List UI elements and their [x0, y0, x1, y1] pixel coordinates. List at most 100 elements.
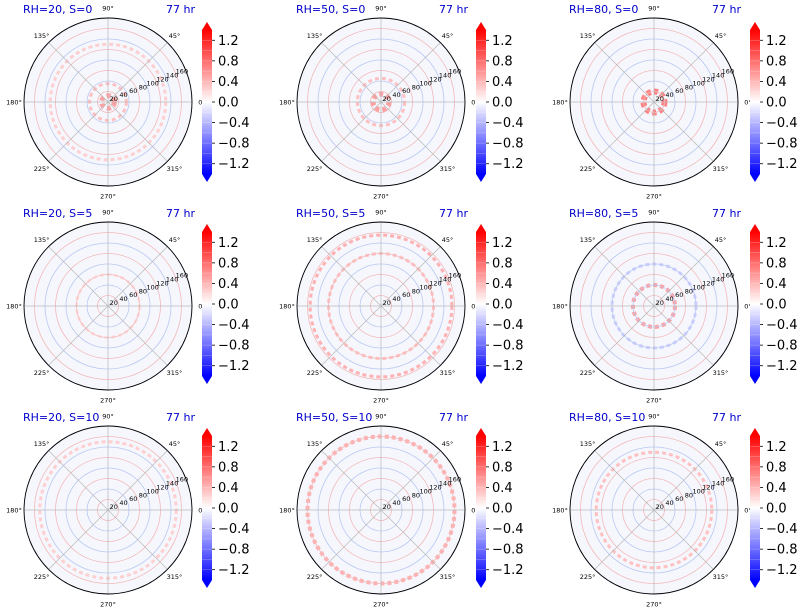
colorbar-extend-bottom [476, 580, 486, 588]
radial-tick-label: 40 [665, 295, 673, 303]
radial-tick-label: 140 [166, 71, 178, 79]
radial-tick-label: 120 [429, 75, 441, 83]
colorbar-tick-label: −0.4 [218, 116, 250, 131]
radial-tick-label: 160 [449, 68, 461, 76]
colorbar-body [476, 232, 486, 376]
panel-time-label: 77 hr [439, 207, 468, 220]
angular-grid-line [321, 101, 382, 162]
angle-tick-label: 315° [713, 573, 729, 581]
radial-tick-label: 40 [392, 91, 400, 99]
polar-outline [296, 425, 466, 595]
colorbar-tick-label: −0.8 [492, 543, 524, 558]
angle-tick-label: 225° [580, 573, 596, 581]
radial-tick-label: 20 [383, 95, 391, 103]
colorbar-tick-label: −0.4 [492, 116, 524, 131]
angular-grid-line [48, 246, 109, 307]
colorbar-extend-top [202, 22, 212, 30]
polar-outline [296, 221, 466, 391]
colorbar-tick-label: 0.4 [218, 75, 239, 90]
radial-tick-label: 60 [402, 87, 410, 95]
angle-tick-label: 315° [440, 165, 456, 173]
angular-grid-line [107, 450, 168, 511]
colorbar-tick-label: 0.4 [492, 481, 513, 496]
colorbar: 1.2 0.8 0.4 0.0 −0.4 −0.8 −1.2 [750, 224, 798, 384]
colorbar: 1.2 0.8 0.4 0.0 −0.4 −0.8 −1.2 [202, 224, 250, 384]
angle-tick-label: 45° [715, 440, 727, 448]
radial-tick-label: 140 [166, 275, 178, 283]
colorbar-tick-label: −1.2 [218, 563, 250, 578]
angular-grid-line [321, 509, 382, 570]
radial-tick-label: 100 [692, 283, 704, 291]
colorbar-tick-label: −1.2 [218, 157, 250, 172]
radial-tick-label: 80 [685, 83, 693, 91]
radial-tick-label: 80 [685, 287, 693, 295]
radial-tick-label: 120 [702, 279, 714, 287]
angle-tick-label: 90° [375, 413, 387, 421]
radial-tick-label: 20 [110, 299, 118, 307]
radial-tick-label: 120 [702, 75, 714, 83]
colorbar-body [202, 30, 212, 174]
angle-tick-label: 270° [100, 193, 116, 201]
angular-grid-line [107, 42, 168, 103]
radial-tick-label: 80 [685, 491, 693, 499]
angle-tick-label: 225° [580, 165, 596, 173]
angle-tick-label: 90° [648, 209, 660, 217]
colorbar-tick-label: −0.8 [766, 339, 798, 354]
colorbar-tick-label: −1.2 [218, 359, 250, 374]
radial-tick-label: 40 [392, 295, 400, 303]
angular-grid-line [48, 101, 109, 162]
colorbar-tick-label: 1.2 [492, 236, 513, 251]
angular-grid-line [321, 305, 382, 366]
radial-tick-label: 160 [722, 272, 734, 280]
angular-grid-line [321, 246, 382, 307]
angle-tick-label: 135° [307, 32, 323, 40]
colorbar-tick-label: 0.4 [218, 481, 239, 496]
radial-tick-label: 40 [665, 91, 673, 99]
radial-tick-label: 100 [419, 79, 431, 87]
colorbar-tick-label: 0.0 [218, 96, 239, 111]
angle-tick-label: 180° [279, 303, 295, 311]
radial-tick-label: 100 [692, 487, 704, 495]
angle-tick-label: 315° [167, 165, 183, 173]
radial-tick-label: 120 [429, 279, 441, 287]
angle-tick-label: 45° [442, 236, 454, 244]
colorbar-tick-label: −0.4 [492, 318, 524, 333]
angle-tick-label: 315° [713, 369, 729, 377]
colorbar-tick-label: −0.8 [218, 137, 250, 152]
colorbar-tick-label: 0.0 [218, 298, 239, 313]
angular-grid-line [321, 42, 382, 103]
angle-tick-label: 45° [715, 32, 727, 40]
panel-title: RH=50, S=5 [296, 207, 365, 220]
panel-time-label: 77 hr [712, 207, 741, 220]
angular-grid-line [380, 450, 441, 511]
angular-grid-line [594, 42, 655, 103]
angle-tick-label: 180° [6, 507, 22, 515]
angle-tick-label: 180° [279, 507, 295, 515]
polar-panel: 0°45°90°135°180°225°270°315°204060801001… [6, 3, 206, 201]
radial-tick-label: 120 [429, 483, 441, 491]
radial-tick-label: 140 [712, 479, 724, 487]
colorbar: 1.2 0.8 0.4 0.0 −0.4 −0.8 −1.2 [476, 428, 524, 588]
radial-tick-label: 40 [392, 499, 400, 507]
colorbar-tick-label: 0.0 [766, 298, 787, 313]
radial-tick-label: 160 [722, 68, 734, 76]
colorbar-tick-label: 0.8 [492, 460, 513, 475]
colorbar-tick-label: 0.0 [766, 502, 787, 517]
colorbar-body [202, 436, 212, 580]
colorbar-body [202, 232, 212, 376]
angle-tick-label: 90° [102, 413, 114, 421]
radial-tick-label: 60 [129, 495, 137, 503]
angle-tick-label: 225° [307, 573, 323, 581]
radial-tick-label: 160 [449, 476, 461, 484]
colorbar-tick-label: 0.0 [492, 96, 513, 111]
colorbar-extend-top [476, 22, 486, 30]
radial-tick-label: 20 [110, 503, 118, 511]
angle-tick-label: 135° [307, 440, 323, 448]
angular-grid-line [48, 509, 109, 570]
angular-grid-line [48, 450, 109, 511]
radial-tick-label: 100 [419, 283, 431, 291]
radial-tick-label: 60 [402, 495, 410, 503]
radial-tick-label: 160 [176, 272, 188, 280]
angular-grid-line [380, 305, 441, 366]
